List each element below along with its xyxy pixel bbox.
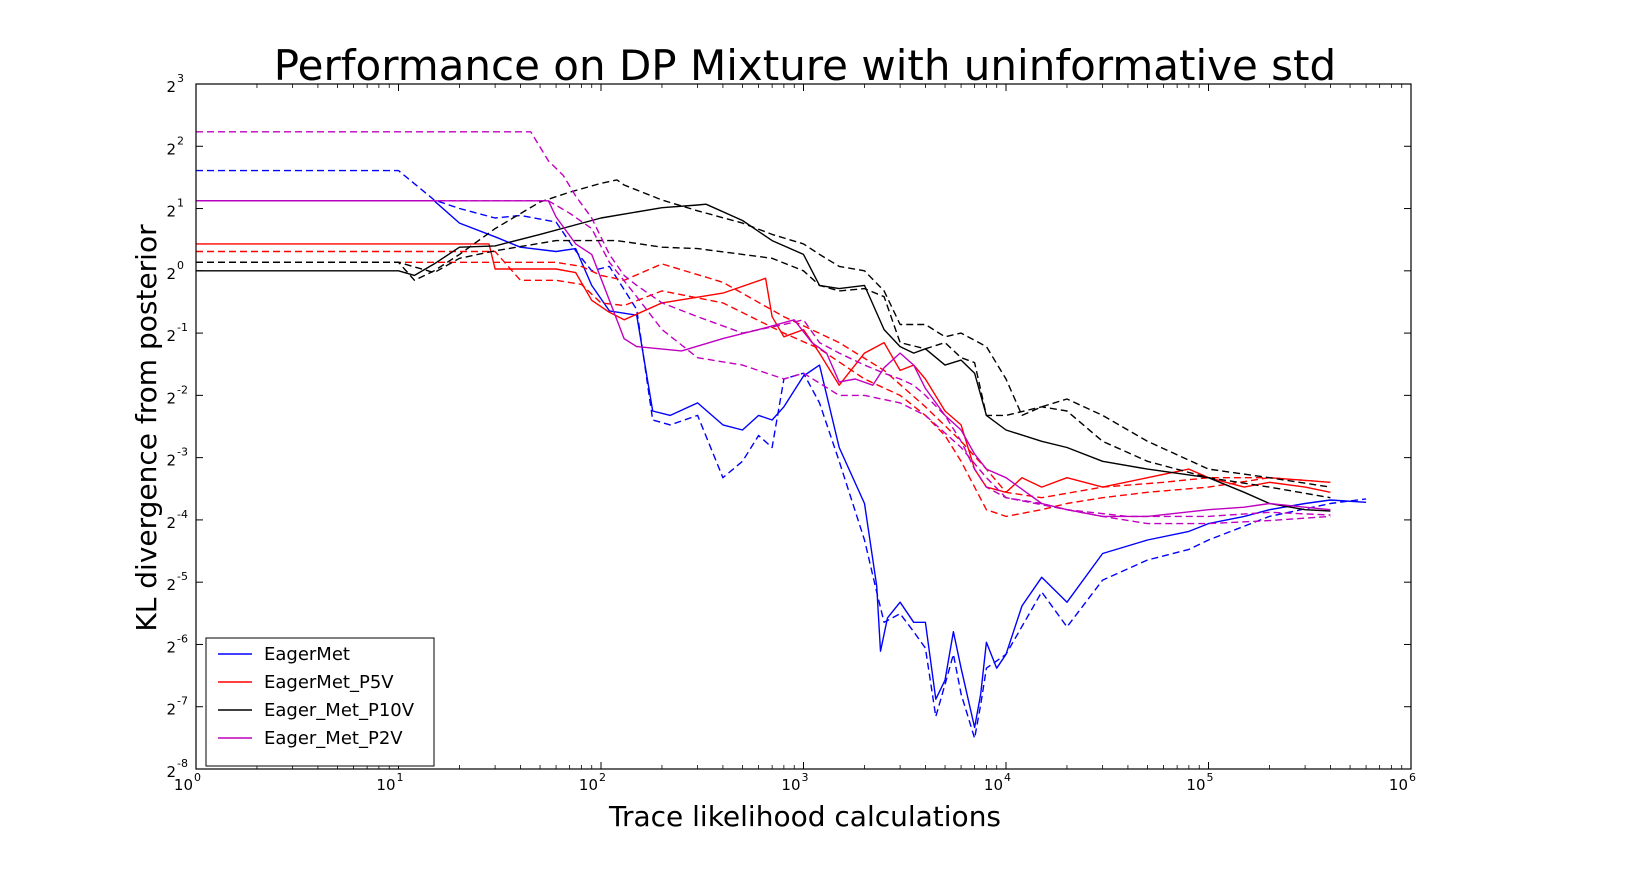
y-axis-label: KL divergence from posterior <box>130 224 163 632</box>
x-tick-exponent: 3 <box>802 771 809 784</box>
y-tick-label: 2 -3 <box>166 446 188 470</box>
x-tick-label: 10 2 <box>579 771 606 794</box>
y-tick-exponent: 2 <box>177 134 184 147</box>
y-tick-exponent: -1 <box>177 321 188 334</box>
legend-item: EagerMet <box>218 644 350 665</box>
series-line-9 <box>196 200 1331 518</box>
x-tick-base: 10 <box>174 776 193 794</box>
y-tick-base: 2 <box>166 140 176 158</box>
y-tick-base: 2 <box>166 203 176 221</box>
y-tick-label: 2 -2 <box>166 383 188 407</box>
y-tick-base: 2 <box>166 78 176 96</box>
y-tick-exponent: -7 <box>177 695 188 708</box>
y-tick-exponent: -8 <box>177 757 188 770</box>
legend-label: Eager_Met_P10V <box>264 700 415 721</box>
legend-item: EagerMet_P5V <box>218 672 394 693</box>
x-tick-base: 10 <box>984 776 1003 794</box>
y-tick-label: 2 -7 <box>166 695 188 719</box>
legend-item: Eager_Met_P2V <box>218 728 403 749</box>
series-line-1 <box>196 200 1367 729</box>
x-tick-exponent: 4 <box>1004 771 1011 784</box>
y-tick-exponent: -5 <box>177 570 188 583</box>
legend-item: Eager_Met_P10V <box>218 700 415 721</box>
y-tick-base: 2 <box>166 327 176 345</box>
y-tick-base: 2 <box>166 701 176 719</box>
y-tick-exponent: 3 <box>177 72 184 85</box>
x-tick-exponent: 5 <box>1207 771 1214 784</box>
y-tick-exponent: -4 <box>177 508 188 521</box>
y-tick-base: 2 <box>166 514 176 532</box>
y-tick-label: 2 -8 <box>166 757 188 781</box>
x-tick-exponent: 1 <box>397 771 404 784</box>
x-axis: 10 0 10 1 10 2 10 3 10 4 10 5 10 6 <box>174 84 1416 794</box>
x-tick-base: 10 <box>781 776 800 794</box>
y-tick-base: 2 <box>166 638 176 656</box>
legend-label: EagerMet <box>264 644 350 665</box>
y-tick-base: 2 <box>166 265 176 283</box>
legend: EagerMet EagerMet_P5V Eager_Met_P10V Eager_… <box>205 637 435 767</box>
legend-label: Eager_Met_P2V <box>264 728 403 749</box>
series-line-3 <box>196 243 1331 493</box>
series-line-6 <box>196 203 1331 512</box>
chart-title: Performance on DP Mixture with uninforma… <box>274 41 1336 90</box>
y-tick-label: 2 -5 <box>166 570 188 594</box>
series-line-8 <box>196 179 1331 488</box>
x-tick-base: 10 <box>579 776 598 794</box>
legend-label: EagerMet_P5V <box>264 672 394 693</box>
series-line-11 <box>196 200 1331 518</box>
y-tick-base: 2 <box>166 763 176 781</box>
y-tick-exponent: 1 <box>177 197 184 210</box>
x-tick-label: 10 6 <box>1389 771 1416 794</box>
y-tick-exponent: -2 <box>177 383 188 396</box>
x-tick-label: 10 5 <box>1186 771 1213 794</box>
x-tick-exponent: 6 <box>1409 771 1416 784</box>
y-tick-base: 2 <box>166 576 176 594</box>
x-tick-base: 10 <box>1389 776 1408 794</box>
x-tick-label: 10 1 <box>376 771 403 794</box>
series-line-7 <box>196 239 1331 499</box>
x-tick-label: 10 3 <box>781 771 808 794</box>
y-tick-exponent: -3 <box>177 446 188 459</box>
y-tick-label: 2 -4 <box>166 508 188 532</box>
series-layer <box>196 131 1367 739</box>
y-axis: 2 -82 -72 -62 -52 -42 -32 -22 -12 02 12 22 3 <box>166 72 1411 781</box>
x-axis-label: Trace likelihood calculations <box>608 800 1001 833</box>
x-tick-base: 10 <box>1186 776 1205 794</box>
x-tick-exponent: 2 <box>599 771 606 784</box>
x-tick-base: 10 <box>376 776 395 794</box>
y-tick-label: 2 -6 <box>166 632 188 656</box>
x-tick-label: 10 0 <box>174 771 201 794</box>
series-line-5 <box>196 261 1331 499</box>
plot-area: 10 0 10 1 10 2 10 3 10 4 10 5 10 6 2 -82 -72 -62 -52 -42 -3… <box>166 72 1416 794</box>
legend-box <box>205 637 435 767</box>
x-tick-exponent: 0 <box>194 771 201 784</box>
x-tick-label: 10 4 <box>984 771 1011 794</box>
y-tick-base: 2 <box>166 452 176 470</box>
series-line-2 <box>196 169 1367 739</box>
y-tick-exponent: -6 <box>177 632 188 645</box>
y-tick-label: 2 -1 <box>166 321 188 345</box>
y-tick-base: 2 <box>166 389 176 407</box>
y-tick-exponent: 0 <box>177 259 184 272</box>
